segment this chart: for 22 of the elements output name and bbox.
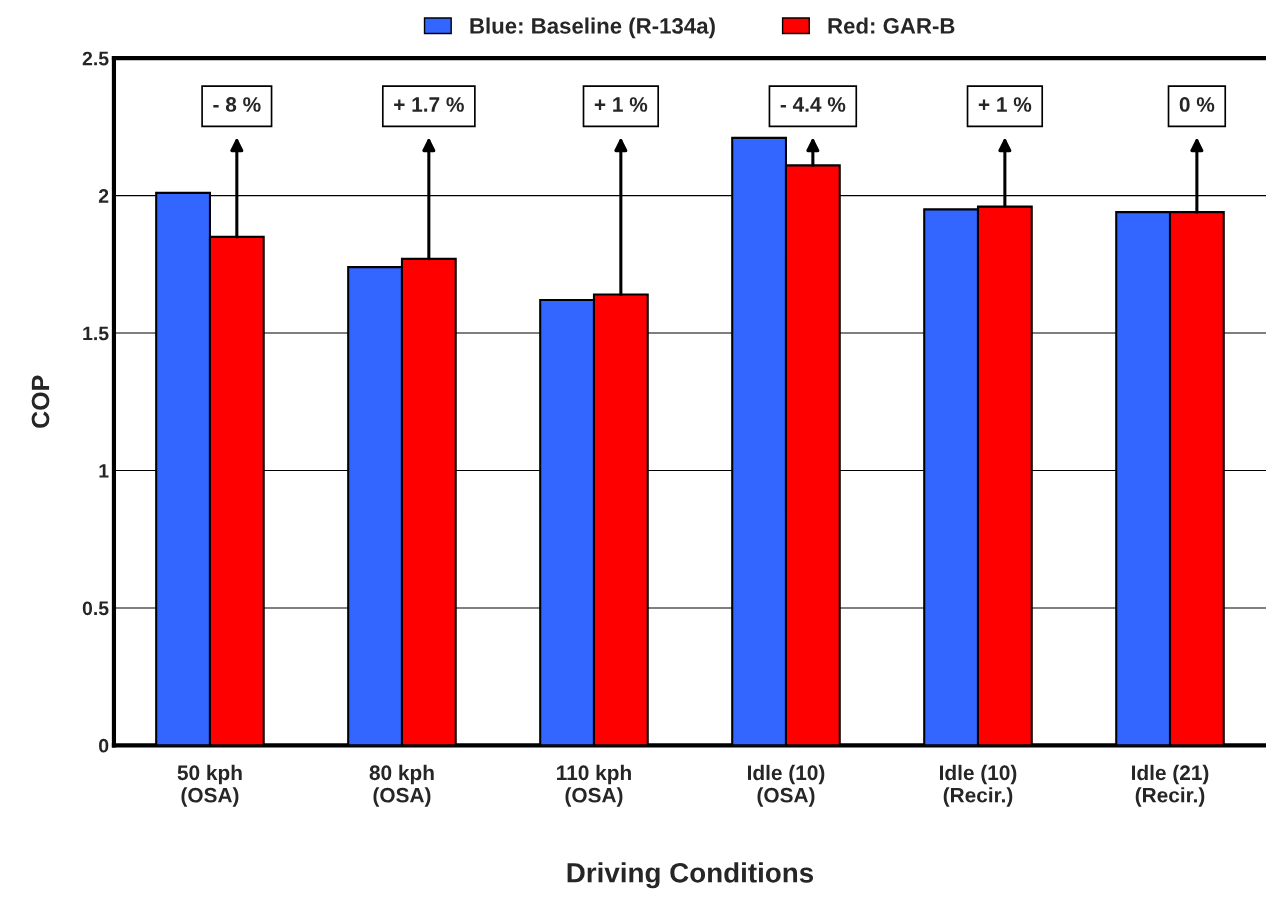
x-tick-label: Idle (21) (Recir.) xyxy=(1132,764,1209,807)
annotation: - 4.4 % xyxy=(780,97,846,112)
legend-label: Blue: Baseline (R-134a) xyxy=(470,17,715,39)
y-tick-label: 0.5 xyxy=(82,601,109,616)
y-axis-title: COP xyxy=(31,375,50,428)
annotation: + 1 % xyxy=(594,97,648,112)
x-axis-title: Driving Conditions xyxy=(567,862,814,889)
y-tick-label: 2.5 xyxy=(82,51,109,66)
x-tick-label: 110 kph (OSA) xyxy=(557,764,631,807)
annotation: + 1 % xyxy=(978,97,1032,112)
x-tick-label: Idle (10) (OSA) xyxy=(748,764,825,807)
annotation: + 1.7 % xyxy=(394,97,464,112)
x-tick-label: 50 kph (OSA) xyxy=(177,764,242,807)
annotation: - 8 % xyxy=(213,97,261,112)
y-tick-label: 1.5 xyxy=(83,326,109,341)
x-tick-label: 80 kph (OSA) xyxy=(369,764,434,807)
legend-label: Red: GAR-B xyxy=(828,17,955,34)
y-tick-label: 2 xyxy=(98,189,109,203)
y-tick-label: 0 xyxy=(99,738,109,753)
x-tick-label: Idle (10) (Recir.) xyxy=(940,764,1017,807)
y-tick-label: 1 xyxy=(99,464,109,478)
annotation: 0 % xyxy=(1179,97,1215,112)
